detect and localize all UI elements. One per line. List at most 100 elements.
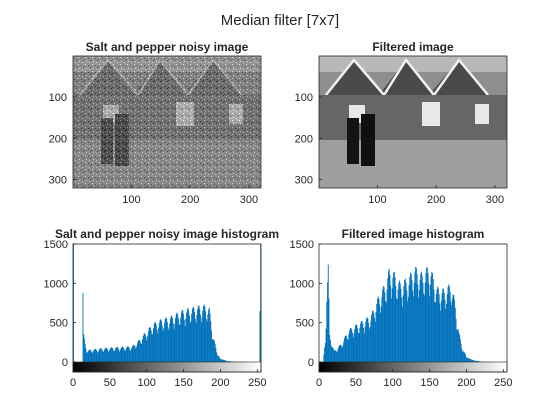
histogram-bar	[473, 360, 475, 362]
histogram-bar	[443, 292, 445, 362]
histogram-bar	[97, 352, 99, 362]
histogram-bar	[418, 297, 420, 362]
histogram-bar	[457, 329, 459, 362]
histogram-bar	[452, 294, 454, 362]
histogram-bar	[472, 360, 474, 362]
histogram-bar	[203, 304, 205, 362]
histogram-bar	[381, 296, 383, 362]
histogram-bar	[414, 271, 416, 362]
histogram-bar	[128, 347, 130, 362]
histogram-bar	[352, 332, 353, 362]
histogram-bar	[451, 305, 453, 362]
histogram-bar	[183, 313, 185, 362]
histogram-bar	[343, 341, 345, 362]
histogram-bar	[411, 280, 413, 362]
histogram-bar	[120, 349, 121, 362]
histogram-bar	[228, 361, 230, 362]
histogram-bar	[200, 322, 202, 362]
histogram-bar	[360, 323, 362, 362]
histogram-bar	[385, 302, 387, 362]
histogram-bar	[454, 307, 456, 362]
histogram-bar	[214, 343, 216, 362]
histogram-bar	[211, 330, 212, 362]
histogram-bar	[444, 299, 446, 362]
histogram-bar	[409, 276, 411, 362]
histogram-bar	[90, 350, 92, 362]
histogram-bar	[446, 304, 447, 362]
histogram-bar	[475, 360, 477, 362]
histogram-bar	[133, 344, 135, 362]
histogram-bar	[175, 313, 177, 362]
noisy-image-frame	[72, 55, 262, 189]
histogram-bar	[386, 289, 388, 362]
y-tick-label: 1000	[290, 278, 314, 290]
histogram-bar	[153, 328, 154, 362]
y-tick-label: 500	[296, 318, 314, 330]
histogram-bar	[219, 358, 221, 362]
histogram-bar	[109, 348, 111, 362]
histogram-bar	[212, 339, 214, 362]
histogram-bar	[222, 359, 224, 362]
histogram-bar	[92, 351, 94, 362]
histogram-bar	[112, 349, 114, 362]
histogram-bar	[189, 315, 190, 362]
histogram-bar	[380, 306, 382, 362]
x-tick-label: 0	[70, 377, 76, 389]
histogram-bar	[205, 311, 207, 362]
histogram-bar	[98, 349, 100, 362]
histogram-bar	[429, 285, 431, 362]
histogram-bar	[190, 320, 192, 362]
histogram-bar	[408, 285, 410, 362]
histogram-bar	[229, 361, 231, 362]
histogram-bar	[449, 292, 451, 362]
histogram-bar	[418, 289, 420, 362]
histogram-bar	[259, 311, 261, 362]
histogram-bar	[457, 329, 458, 362]
histogram-bar	[158, 327, 160, 362]
histogram-bar	[111, 347, 113, 362]
histogram-bar	[427, 273, 429, 362]
histogram-bar	[459, 335, 461, 362]
histogram-bar	[395, 286, 397, 362]
histogram-bar	[379, 304, 381, 362]
histogram-bar	[334, 350, 336, 362]
histogram-bar	[214, 340, 215, 362]
histogram-bar	[474, 360, 476, 362]
panel-filtered-histogram: Filtered image histogram 0 50 100 150 200 250…	[290, 227, 513, 389]
histogram-bar	[225, 360, 227, 362]
histogram-bar	[366, 317, 368, 362]
histogram-bar	[128, 346, 129, 362]
histogram-bar	[471, 359, 473, 362]
histogram-bar	[216, 352, 218, 362]
histogram-bar	[194, 312, 196, 362]
histogram-bar	[389, 275, 391, 362]
histogram-bar	[158, 322, 160, 362]
x-tick-label: 300	[240, 194, 258, 206]
histogram-bar	[432, 273, 433, 362]
histogram-bar	[333, 350, 335, 362]
x-tick-label: 300	[486, 194, 504, 206]
histogram-bar	[120, 347, 122, 362]
histogram-bar	[91, 352, 93, 362]
histogram-bar	[136, 343, 138, 362]
histogram-bar	[437, 286, 439, 362]
histogram-bar	[349, 328, 351, 362]
histogram-bar	[323, 354, 325, 362]
histogram-bar	[430, 276, 432, 362]
histogram-bar	[327, 282, 328, 362]
histogram-bar	[326, 301, 328, 362]
histogram-bar	[455, 318, 457, 362]
histogram-bar	[340, 344, 342, 362]
histogram-bar	[150, 330, 152, 362]
histogram-bar	[88, 350, 90, 362]
x-tick-label: 100	[384, 377, 402, 389]
histogram-bar	[448, 284, 450, 362]
noisy-histogram-ticks: 0 50 100 150 200 250 0 500 1000 1500	[44, 239, 267, 389]
histogram-bar	[446, 294, 448, 362]
histogram-bar	[426, 267, 428, 362]
histogram-bar	[86, 352, 88, 362]
histogram-bar	[429, 296, 431, 362]
histogram-bar	[95, 348, 96, 362]
histogram-bar	[426, 267, 428, 362]
histogram-bar	[148, 328, 150, 362]
